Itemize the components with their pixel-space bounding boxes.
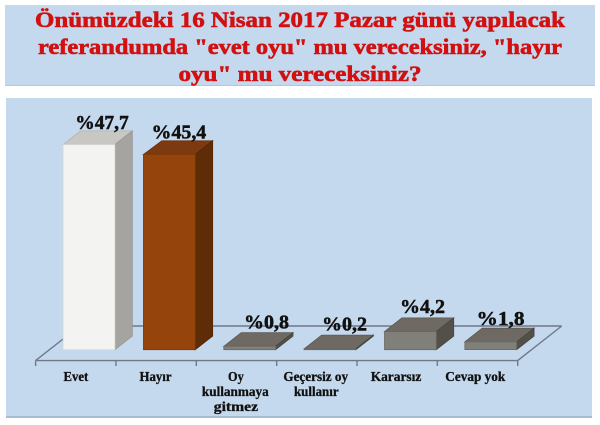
svg-text:%4,2: %4,2 <box>400 296 445 318</box>
svg-text:%0,8: %0,8 <box>244 312 289 334</box>
svg-text:Cevap yok: Cevap yok <box>445 369 505 384</box>
svg-text:%1,8: %1,8 <box>477 308 525 330</box>
svg-text:%47,7: %47,7 <box>75 112 129 134</box>
svg-text:Hayır: Hayır <box>140 369 172 384</box>
svg-text:%45,4: %45,4 <box>152 122 207 144</box>
svg-text:Evet: Evet <box>64 369 89 384</box>
svg-text:oyu" mu vereceksiniz?: oyu" mu vereceksiniz? <box>179 61 422 86</box>
svg-text:Kararsız: Kararsız <box>371 369 422 384</box>
svg-text:Önümüzdeki 16 Nisan 2017 Pazar: Önümüzdeki 16 Nisan 2017 Pazar günü yapı… <box>35 7 566 32</box>
svg-text:%0,2: %0,2 <box>322 314 367 336</box>
svg-text:referandumda "evet oyu" mu ver: referandumda "evet oyu" mu vereceksiniz,… <box>38 34 562 59</box>
